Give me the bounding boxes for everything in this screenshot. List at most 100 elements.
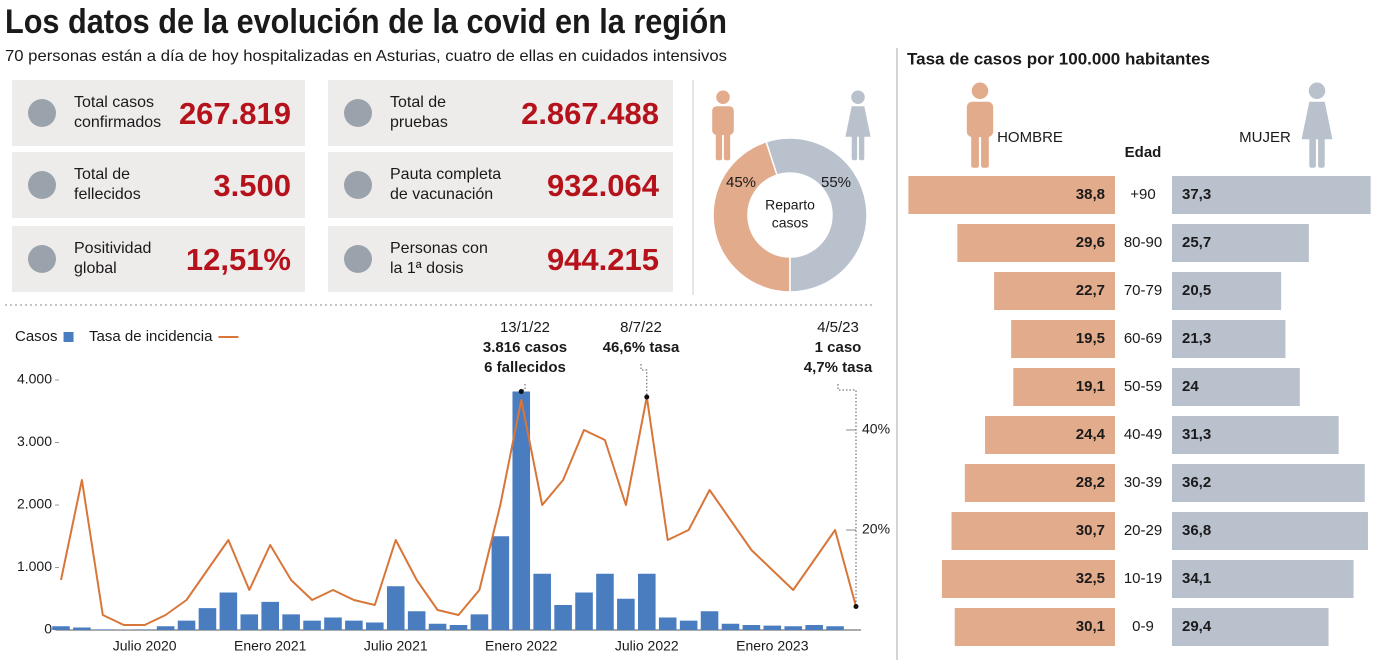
- bar: [491, 536, 510, 630]
- x-tick-label: Julio 2021: [364, 638, 428, 654]
- stat-card: [328, 80, 673, 146]
- bar: [951, 512, 1115, 550]
- bar: [763, 625, 782, 630]
- category-label: 80-90: [1124, 234, 1162, 251]
- y-tick-label: 0: [44, 621, 52, 637]
- bar: [908, 176, 1115, 214]
- stat-value: 932.064: [547, 168, 660, 203]
- stat-label: global: [74, 260, 117, 277]
- bar: [52, 626, 70, 630]
- pie-slice: [765, 137, 868, 293]
- stat-cards: Total casos confirmados 267.819 Total de fel…: [12, 80, 673, 292]
- value-label: 30,1: [1076, 618, 1105, 635]
- bar: [784, 626, 803, 630]
- leader-line: [837, 384, 857, 607]
- x-tick-label: Enero 2023: [736, 638, 809, 654]
- annotation: 1 caso: [815, 339, 862, 356]
- bar: [1172, 176, 1371, 214]
- bar: [470, 614, 489, 630]
- bar: [957, 224, 1115, 262]
- y-tick-label: 1.000: [17, 558, 52, 574]
- stat-label: Positividad: [74, 240, 151, 257]
- pie-label: 45%: [726, 174, 756, 191]
- woman-icon: [1301, 82, 1333, 168]
- value-label: 29,4: [1182, 618, 1212, 635]
- stat-label: Total de: [390, 94, 446, 111]
- stat-card: [328, 152, 673, 218]
- charts: Casos Tasa de incidencia 0 1.000 2.000 3.000 4…: [15, 49, 1371, 654]
- value-label: 24,4: [1076, 426, 1106, 443]
- category-label: 30-39: [1124, 474, 1162, 491]
- bar: [805, 625, 823, 630]
- bar: [1172, 320, 1286, 358]
- bar: [964, 464, 1115, 502]
- axis-title: Edad: [1125, 144, 1162, 161]
- stat-label: la 1ª dosis: [390, 260, 464, 277]
- annotation: 3.816 casos: [483, 339, 567, 356]
- bar: [1172, 224, 1309, 262]
- stat-icon: [28, 245, 56, 273]
- bar: [1172, 608, 1329, 646]
- stat-card: [12, 152, 305, 218]
- woman-icon: [845, 90, 871, 161]
- stat-value: 12,51%: [186, 242, 291, 277]
- x-tick-label: Julio 2020: [113, 638, 177, 654]
- point-marker: [853, 604, 859, 609]
- stat-value: 944.215: [547, 242, 659, 277]
- stat-label: Total de: [74, 166, 130, 183]
- pie-slice: [712, 140, 791, 293]
- bar: [428, 623, 447, 630]
- bar: [1172, 272, 1282, 310]
- category-label: +90: [1130, 186, 1155, 203]
- bar: [94, 629, 112, 630]
- value-label: 19,1: [1076, 378, 1105, 395]
- pie-label: 55%: [821, 174, 851, 191]
- x-tick-label: Enero 2021: [234, 638, 307, 654]
- line: [60, 396, 857, 626]
- category-label: 10-19: [1124, 570, 1162, 587]
- stat-value: 2.867.488: [521, 96, 659, 131]
- stat-label: Personas con: [390, 240, 488, 257]
- bar: [700, 611, 719, 630]
- x-tick-label: Julio 2022: [615, 638, 679, 654]
- bar: [994, 272, 1115, 310]
- man-icon: [966, 82, 994, 168]
- bar: [1011, 320, 1115, 358]
- bar: [985, 416, 1115, 454]
- value-label: 24: [1182, 378, 1199, 395]
- y2-tick-label: 20%: [862, 521, 890, 537]
- bar: [73, 627, 91, 630]
- stat-label: Pauta completa: [390, 166, 501, 183]
- bar: [407, 611, 426, 630]
- stat-label: confirmados: [74, 114, 161, 131]
- stat-icon: [344, 99, 372, 127]
- annotation: 4/5/23: [817, 319, 859, 336]
- annotation: 46,6% tasa: [603, 339, 680, 356]
- stat-icon: [344, 171, 372, 199]
- legend-label: MUJER: [1239, 129, 1291, 146]
- x-tick-label: Enero 2022: [485, 638, 558, 654]
- stat-card: [12, 80, 305, 146]
- stat-label: pruebas: [390, 114, 448, 131]
- value-label: 32,5: [1076, 570, 1105, 587]
- bar: [1172, 464, 1365, 502]
- bar: [554, 605, 572, 630]
- leader-line: [640, 364, 648, 397]
- bar: [638, 573, 656, 630]
- bar: [742, 625, 761, 630]
- bar: [617, 598, 635, 630]
- bar: [282, 614, 300, 630]
- annotation: 13/1/22: [500, 319, 550, 336]
- bar: [1172, 368, 1300, 406]
- bar: [386, 586, 405, 630]
- bar: [198, 608, 217, 630]
- value-label: 25,7: [1182, 234, 1211, 251]
- point-marker: [518, 389, 524, 394]
- y-tick-label: 2.000: [17, 496, 52, 512]
- value-label: 28,2: [1076, 474, 1105, 491]
- value-label: 38,8: [1076, 186, 1105, 203]
- category-label: 70-79: [1124, 282, 1162, 299]
- subtitle: 70 personas están a día de hoy hospitali…: [5, 48, 727, 65]
- value-label: 22,7: [1076, 282, 1105, 299]
- value-label: 36,8: [1182, 522, 1211, 539]
